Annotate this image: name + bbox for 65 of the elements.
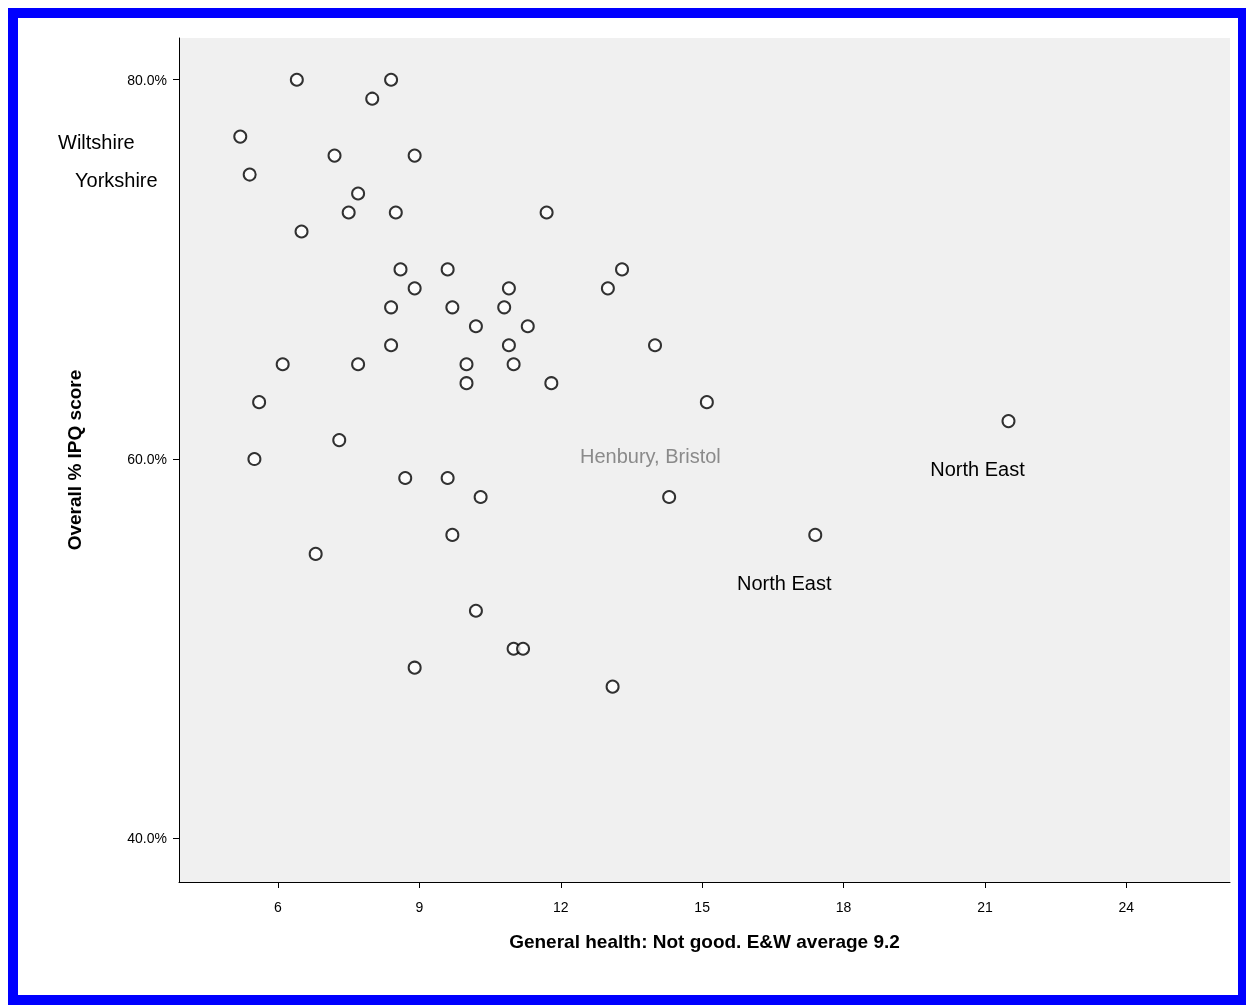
point: [294, 224, 309, 239]
point: [473, 489, 488, 504]
point: [351, 186, 366, 201]
point: [445, 527, 460, 542]
point: [468, 319, 483, 334]
text: Wiltshire: [58, 131, 135, 153]
point: [445, 300, 460, 315]
annotation: Henbury, Bristol: [580, 445, 721, 467]
point: [497, 300, 512, 315]
x-axis-title: General health: Not good. E&W average 9.2: [509, 931, 900, 952]
point: [516, 641, 531, 656]
point: [384, 338, 399, 353]
point: [275, 357, 290, 372]
point: [1001, 414, 1016, 429]
point: [648, 338, 663, 353]
point: [289, 72, 304, 87]
x-tick-label: 9: [415, 899, 424, 915]
point: [699, 395, 714, 410]
point: [808, 527, 823, 542]
point: [398, 471, 413, 486]
point: [544, 376, 559, 391]
x-tick-label: 21: [977, 899, 993, 915]
point: [233, 129, 248, 144]
point: [388, 205, 403, 220]
point: [384, 300, 399, 315]
point: [615, 262, 630, 277]
point: [605, 679, 620, 694]
point: [365, 91, 380, 106]
y-tick-label: 40.0%: [127, 830, 167, 847]
point: [520, 319, 535, 334]
point: [468, 603, 483, 618]
annotation: North East: [930, 458, 1026, 481]
point: [308, 546, 323, 561]
text: Yorkshire: [75, 169, 158, 191]
point: [600, 281, 615, 296]
point: [252, 395, 267, 410]
point: [393, 262, 408, 277]
point: [341, 205, 356, 220]
point: [440, 262, 455, 277]
point: [332, 433, 347, 448]
annotation: North East: [737, 571, 832, 594]
point: [407, 281, 422, 296]
y-axis-title: Overall % IPQ score: [64, 369, 85, 551]
point: [384, 72, 399, 87]
point: [459, 357, 474, 372]
point: [539, 205, 554, 220]
point: [247, 452, 262, 467]
point: [242, 167, 257, 182]
x-tick-label: 12: [552, 899, 569, 915]
x-tick-label: 18: [835, 899, 852, 915]
point: [351, 357, 366, 372]
y-tick-label: 80.0%: [127, 71, 167, 88]
x-tick-label: 15: [694, 899, 711, 915]
point: [501, 281, 516, 296]
y-tick-label: 60.0%: [127, 451, 167, 468]
point: [501, 338, 516, 353]
x-tick-label: 6: [274, 899, 283, 915]
point: [407, 660, 422, 675]
point: [662, 489, 677, 504]
point: [407, 148, 422, 163]
x-tick-label: 24: [1118, 899, 1135, 915]
point: [327, 148, 342, 163]
point: [506, 357, 521, 372]
point: [459, 376, 474, 391]
point: [440, 471, 455, 486]
